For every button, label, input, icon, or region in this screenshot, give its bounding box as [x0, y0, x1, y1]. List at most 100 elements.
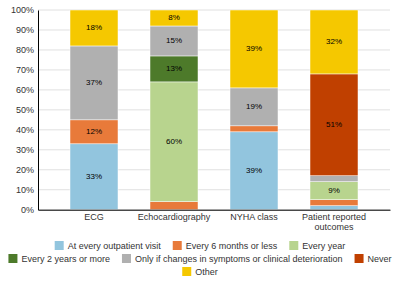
data-label: 39%: [246, 166, 262, 175]
bar-segment: [150, 10, 198, 26]
bar-segment: [230, 88, 278, 126]
y-tick-label: 30%: [16, 145, 34, 155]
bar-segment: [230, 126, 278, 132]
bar-segment: [230, 132, 278, 210]
y-tick-label: 0%: [21, 205, 34, 215]
x-tick-label: Echocardiography: [138, 212, 211, 222]
bar-segment: [150, 56, 198, 82]
legend-swatch: [182, 267, 191, 276]
legend-item: At every outpatient visit: [55, 241, 162, 251]
y-tick-label: 90%: [16, 25, 34, 35]
y-tick: 30%: [16, 145, 38, 155]
y-tick-label: 20%: [16, 165, 34, 175]
data-label: 9%: [328, 186, 340, 195]
legend-item: Never: [355, 254, 392, 264]
y-tick: 20%: [16, 165, 38, 175]
legend: At every outpatient visit Every 6 months …: [8, 241, 391, 277]
bar-segment: [70, 10, 118, 46]
bar-series: [70, 10, 358, 88]
y-tick-label: 100%: [11, 5, 34, 15]
x-tick-label-line: Echocardiography: [138, 212, 211, 222]
x-tick-label: Patient reportedoutcomes: [302, 212, 366, 232]
x-axis-line: [39, 210, 391, 211]
x-tick: ECG: [84, 210, 104, 222]
bar-segment: [150, 202, 198, 210]
x-tick-label-line: outcomes: [314, 222, 354, 232]
y-tick: 80%: [16, 45, 38, 55]
legend-swatch: [55, 241, 64, 250]
legend-label: Never: [368, 254, 392, 264]
data-label: 33%: [86, 172, 102, 181]
y-tick: 50%: [16, 105, 38, 115]
y-tick: 70%: [16, 65, 38, 75]
chart: 33% 39% 12% 60% 9% 13% 37% 15% 19% 51% 18% 8% 39% 32%…: [0, 0, 400, 285]
bar-segment: [70, 120, 118, 144]
data-label: 15%: [166, 36, 182, 45]
legend-label: Every 6 months or less: [186, 241, 278, 251]
bar-segment: [70, 144, 118, 210]
data-label: 19%: [246, 102, 262, 111]
y-tick-label: 10%: [16, 185, 34, 195]
legend-item: Only if changes in symptoms or clinical …: [122, 254, 343, 264]
legend-swatch: [8, 254, 17, 263]
bar-segment: [310, 176, 358, 182]
data-label: 12%: [86, 127, 102, 136]
x-tick: Patient reportedoutcomes: [302, 210, 366, 232]
data-label: 8%: [168, 13, 180, 22]
legend-swatch: [289, 241, 298, 250]
y-tick-label: 40%: [16, 125, 34, 135]
bar-segment: [310, 10, 358, 74]
bar-series: [310, 74, 358, 176]
data-label: 60%: [166, 137, 182, 146]
y-axis: 0% 10% 20% 30% 40% 50% 60% 70% 80% 90% 100%: [11, 5, 39, 215]
bar-series: [150, 56, 198, 82]
y-tick: 40%: [16, 125, 38, 135]
data-label: 37%: [86, 78, 102, 87]
legend-label: Other: [195, 267, 218, 277]
legend-swatch: [173, 241, 182, 250]
bar-segment: [70, 46, 118, 120]
bar-segment: [310, 74, 358, 176]
data-label: 18%: [86, 23, 102, 32]
legend-label: Only if changes in symptoms or clinical …: [135, 254, 343, 264]
x-tick: Echocardiography: [138, 210, 211, 222]
legend-item: Other: [182, 267, 218, 277]
y-tick-label: 60%: [16, 85, 34, 95]
y-axis-line: [38, 11, 39, 211]
legend-label: Every 2 years or more: [21, 254, 110, 264]
legend-label: Every year: [302, 241, 345, 251]
data-label: 13%: [166, 64, 182, 73]
x-tick-label-line: Patient reported: [302, 212, 366, 222]
legend-item: Every 6 months or less: [173, 241, 278, 251]
bar-segment: [310, 182, 358, 200]
bar-segment: [230, 10, 278, 88]
x-tick-label: ECG: [84, 212, 104, 222]
bar-segment: [310, 200, 358, 206]
y-tick-label: 70%: [16, 65, 34, 75]
bar-segment: [310, 206, 358, 210]
x-tick-label-line: NYHA class: [230, 212, 278, 222]
x-tick-label-line: ECG: [84, 212, 104, 222]
grid: [38, 10, 390, 210]
x-tick-label: NYHA class: [230, 212, 278, 222]
legend-label: At every outpatient visit: [68, 241, 162, 251]
data-label: 39%: [246, 44, 262, 53]
data-label: 51%: [326, 120, 342, 129]
x-tick: NYHA class: [230, 210, 278, 222]
y-tick-label: 50%: [16, 105, 34, 115]
y-tick: 90%: [16, 25, 38, 35]
legend-item: Every 2 years or more: [8, 254, 110, 264]
y-tick: 60%: [16, 85, 38, 95]
y-tick: 100%: [11, 5, 38, 15]
legend-swatch: [355, 254, 364, 263]
y-tick: 0%: [21, 205, 38, 215]
legend-swatch: [122, 254, 131, 263]
bars: [70, 10, 358, 210]
y-tick-label: 80%: [16, 45, 34, 55]
data-label: 32%: [326, 37, 342, 46]
bar-segment: [150, 82, 198, 202]
legend-item: Every year: [289, 241, 345, 251]
y-tick: 10%: [16, 185, 38, 195]
bar-segment: [150, 26, 198, 56]
data-labels: 33% 39% 12% 60% 9% 13% 37% 15% 19% 51% 18% 8% 39% 32%: [86, 13, 342, 195]
